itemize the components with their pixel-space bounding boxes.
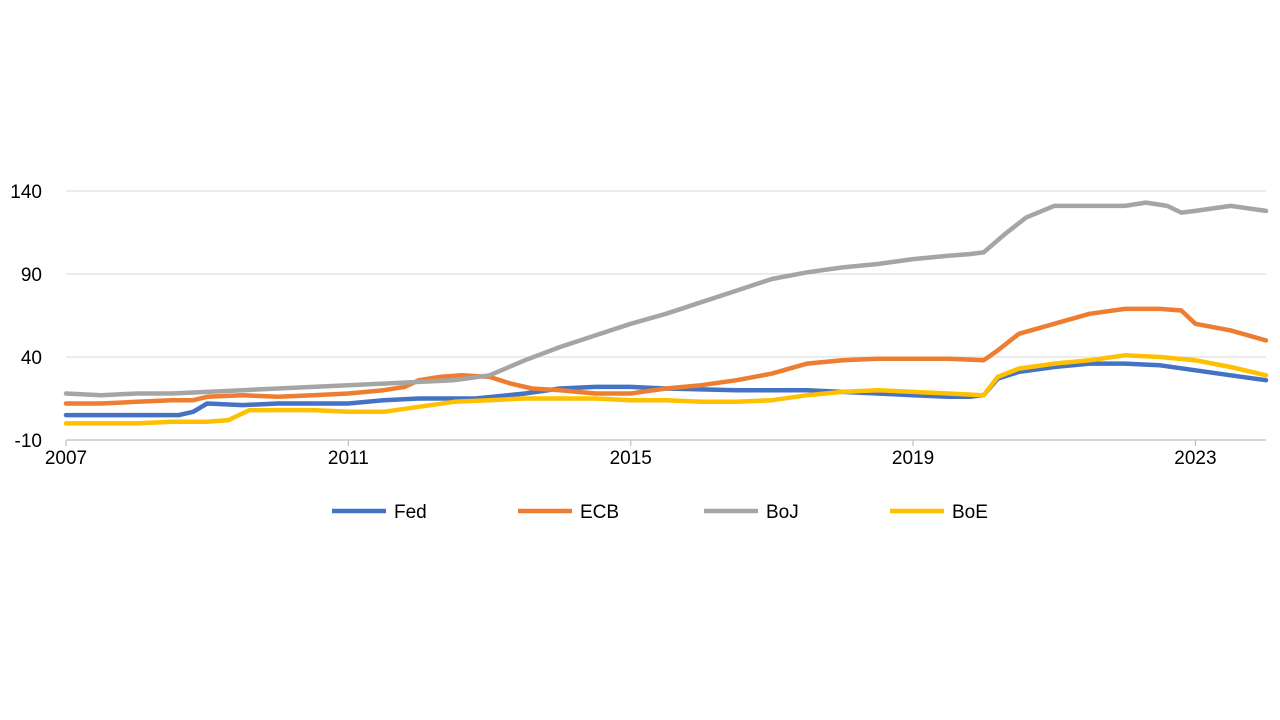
legend-item-ecb: ECB [518,502,619,523]
x-tick-label: 2011 [328,448,369,469]
x-tick-label: 2019 [892,448,934,469]
series-line-boj [63,200,1269,398]
series-line-boe [63,353,1269,426]
legend-label: Fed [394,502,427,523]
legend-item-fed: Fed [332,502,427,523]
x-tick-labels: 2007 2011 2015 2019 2023 [45,448,1217,469]
series-line-fed [63,361,1269,418]
x-tick-label: 2023 [1174,448,1216,469]
legend-label: BoE [952,502,988,523]
x-tick-label: 2007 [45,448,87,469]
y-tick-label: -10 [15,431,42,452]
series-line-ecb [63,306,1269,406]
y-tick-label: 90 [21,265,42,286]
y-tick-label: 40 [21,348,42,369]
legend-label: ECB [580,502,619,523]
legend-item-boe: BoE [890,502,988,523]
series-lines [63,200,1269,426]
x-tick-label: 2015 [610,448,652,469]
legend-label: BoJ [766,502,799,523]
gridlines [66,190,1266,358]
y-tick-label: 140 [10,182,42,203]
x-axis [65,439,1266,446]
y-tick-labels: -10 40 90 140 [10,182,42,452]
legend: Fed ECB BoJ BoE [332,502,988,523]
legend-item-boj: BoJ [704,502,799,523]
